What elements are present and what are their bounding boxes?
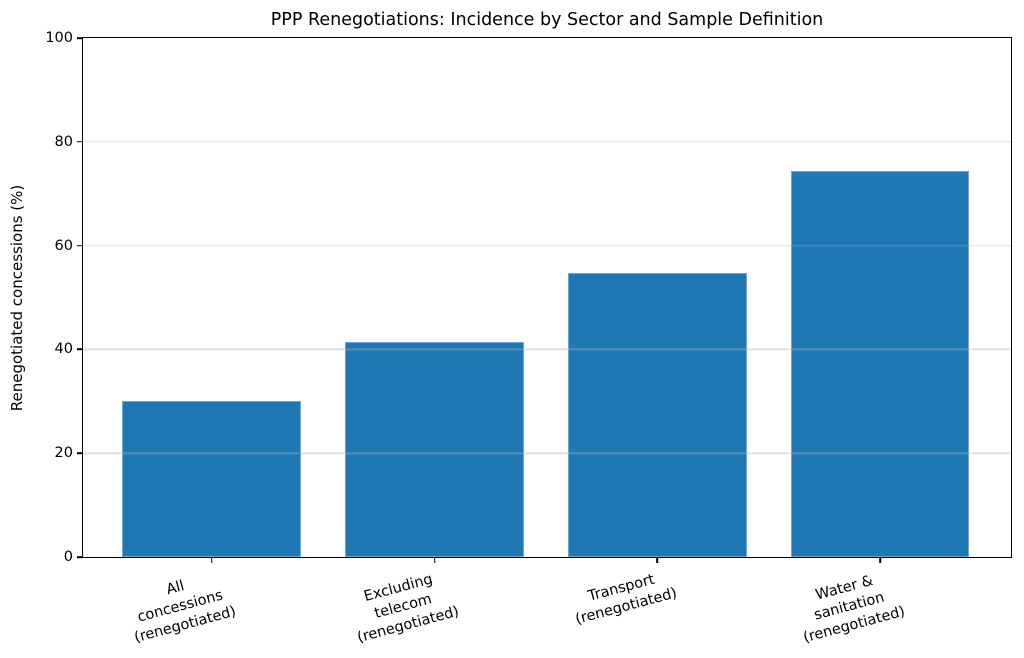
y-tick-mark <box>77 141 83 143</box>
gridline <box>83 452 1011 454</box>
y-tick-mark <box>77 348 83 351</box>
chart-title: PPP Renegotiations: Incidence by Sector … <box>270 10 824 30</box>
x-tick-label: Transport (renegotiated) <box>573 571 679 628</box>
y-tick-label: 40 <box>54 341 73 358</box>
plot-area: 0 20 40 60 80 100 All concessions (renegotiate… <box>45 30 1012 646</box>
y-tick-mark <box>77 452 83 454</box>
bar-0 <box>122 401 301 557</box>
y-tick-mark <box>77 244 83 247</box>
y-tick-label: 100 <box>45 30 73 46</box>
x-tick-mark <box>210 557 213 563</box>
x-tick-mark <box>433 557 436 563</box>
y-tick-mark <box>77 556 83 558</box>
gridline <box>83 141 1011 143</box>
y-tick-label: 80 <box>54 133 73 150</box>
x-tick-label: All concessions (renegotiated) <box>132 578 239 647</box>
y-tick-mark <box>77 37 83 39</box>
x-tick-mark <box>656 557 659 563</box>
y-axis-label: Renegotiated concessions (%) <box>8 184 27 411</box>
gridline <box>83 348 1011 351</box>
bar-2 <box>568 273 747 557</box>
y-tick-label: 0 <box>63 549 73 565</box>
y-axis-label-wrap: Renegotiated concessions (%) <box>0 37 34 558</box>
x-tick-label: Water & sanitation (renegotiated) <box>801 572 907 647</box>
x-tick-mark <box>879 557 881 563</box>
y-tick-label: 60 <box>54 237 73 254</box>
x-tick-label: Excluding telecom (renegotiated) <box>355 571 461 647</box>
bar-1 <box>345 341 524 557</box>
bar-3 <box>790 170 970 557</box>
gridline <box>83 244 1011 247</box>
y-tick-label: 20 <box>54 445 73 462</box>
